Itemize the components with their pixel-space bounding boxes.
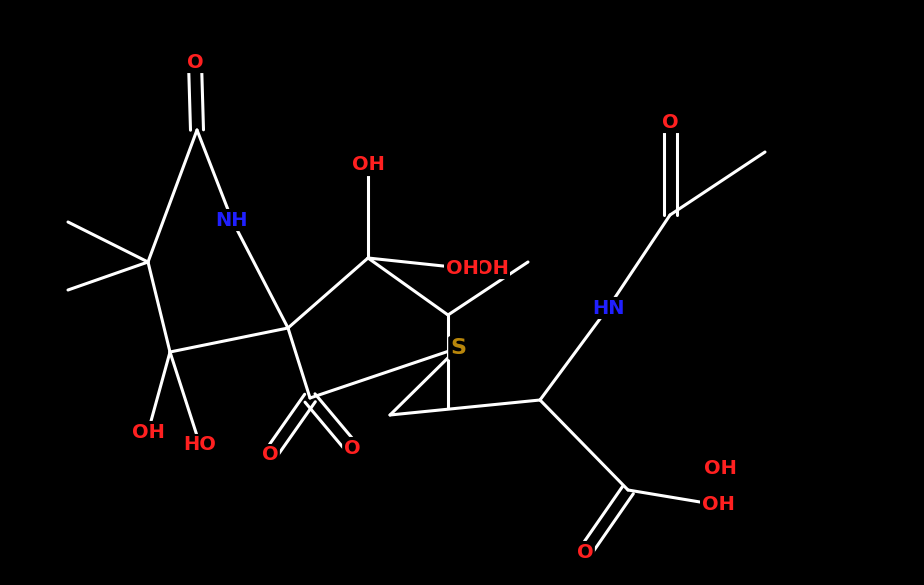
Text: HN: HN bbox=[591, 298, 625, 318]
Text: OH: OH bbox=[476, 259, 508, 277]
Text: O: O bbox=[662, 112, 678, 132]
Text: O: O bbox=[577, 542, 593, 562]
Text: OH: OH bbox=[701, 495, 735, 514]
Text: O: O bbox=[261, 446, 278, 464]
Text: OH: OH bbox=[445, 259, 479, 277]
Text: OH: OH bbox=[351, 156, 384, 174]
Text: OH: OH bbox=[703, 459, 736, 477]
Text: S: S bbox=[450, 338, 466, 358]
Text: OH: OH bbox=[476, 259, 508, 277]
Text: OH: OH bbox=[131, 422, 164, 442]
Text: O: O bbox=[344, 439, 360, 457]
Text: NH: NH bbox=[215, 211, 249, 229]
Text: O: O bbox=[187, 53, 203, 71]
Text: HO: HO bbox=[184, 435, 216, 455]
